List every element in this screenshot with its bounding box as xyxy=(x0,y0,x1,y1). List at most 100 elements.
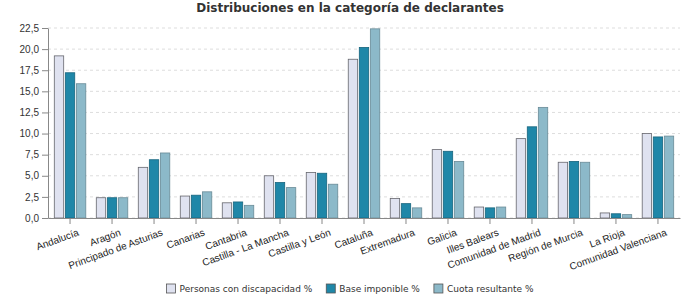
legend: Personas con discapacidad % Base imponibl… xyxy=(167,284,534,294)
bar xyxy=(118,198,127,218)
x-tick-mark xyxy=(447,218,448,224)
y-tick: 0,0 xyxy=(25,213,48,224)
y-tick-mark xyxy=(42,218,48,219)
y-tick-label: 12,5 xyxy=(20,107,40,118)
bar xyxy=(558,162,567,218)
y-tick-mark xyxy=(42,176,48,177)
bar xyxy=(233,202,242,218)
x-tick: Castilla y León xyxy=(267,218,332,259)
x-tick-label: Región de Murcia xyxy=(507,227,585,264)
x-tick-label: Castilla y León xyxy=(267,227,332,260)
y-tick-mark xyxy=(42,70,48,71)
x-tick-mark xyxy=(489,218,490,224)
x-tick-mark xyxy=(615,218,616,224)
plot: 0,02,55,07,510,012,515,017,520,022,5Anda… xyxy=(20,23,681,272)
chart: Distribuciones en la categoría de declar… xyxy=(0,0,700,300)
bar xyxy=(432,150,441,218)
bar xyxy=(107,198,116,218)
x-tick-mark xyxy=(154,218,155,224)
legend-item: Personas con discapacidad % xyxy=(167,284,313,294)
bar xyxy=(244,205,253,218)
legend-item: Cuota resultante % xyxy=(434,284,534,294)
x-tick-mark xyxy=(280,218,281,224)
y-tick-mark xyxy=(42,28,48,29)
x-tick: Andalucía xyxy=(35,218,81,252)
x-tick: Comunidad Valenciana xyxy=(568,218,669,272)
x-tick-label: Extremadura xyxy=(359,227,417,257)
bar xyxy=(264,176,273,218)
bar xyxy=(496,207,505,218)
x-tick: Principado de Asturias xyxy=(67,218,164,271)
y-tick-label: 2,5 xyxy=(25,192,39,203)
y-tick-label: 15,0 xyxy=(20,86,40,97)
bar xyxy=(180,196,189,218)
bar xyxy=(328,184,337,218)
y-tick-mark xyxy=(42,49,48,50)
bar xyxy=(359,47,368,218)
x-tick: Región de Murcia xyxy=(507,218,585,264)
bar xyxy=(538,107,547,218)
bar xyxy=(600,213,609,218)
bar xyxy=(569,161,578,218)
bar xyxy=(348,59,357,218)
y-tick: 20,0 xyxy=(20,44,48,55)
bar xyxy=(222,203,231,218)
y-tick: 12,5 xyxy=(20,107,48,118)
y-axis: 0,02,55,07,510,012,515,017,520,022,5 xyxy=(20,23,49,224)
x-tick-mark xyxy=(238,218,239,224)
legend-label: Base imponible % xyxy=(339,284,420,294)
x-tick: Comunidad de Madrid xyxy=(446,218,542,271)
x-tick-label: Canarias xyxy=(165,227,206,251)
x-tick-mark xyxy=(112,218,113,224)
y-tick-mark xyxy=(42,197,48,198)
bar xyxy=(76,84,85,218)
title: Distribuciones en la categoría de declar… xyxy=(196,1,504,15)
legend-label: Personas con discapacidad % xyxy=(180,284,313,294)
grid xyxy=(48,28,680,218)
x-tick-mark xyxy=(196,218,197,224)
x-tick-mark xyxy=(70,218,71,224)
x-tick-mark xyxy=(405,218,406,224)
bar xyxy=(485,208,494,218)
x-tick-mark xyxy=(531,218,532,224)
x-tick-mark xyxy=(657,218,658,224)
bar xyxy=(96,198,105,218)
bar xyxy=(202,192,211,218)
legend-swatch xyxy=(434,284,443,293)
x-tick: Extremadura xyxy=(359,218,417,257)
x-tick-mark xyxy=(322,218,323,224)
x-tick-mark xyxy=(364,218,365,224)
y-tick: 5,0 xyxy=(25,170,48,181)
y-tick-label: 22,5 xyxy=(20,23,40,34)
y-tick-label: 5,0 xyxy=(25,170,39,181)
legend-label: Cuota resultante % xyxy=(447,284,534,294)
bar xyxy=(611,214,620,218)
bar xyxy=(317,173,326,218)
x-tick: Canarias xyxy=(165,218,206,251)
y-tick-label: 0,0 xyxy=(25,213,39,224)
x-tick-mark xyxy=(573,218,574,224)
bar xyxy=(65,73,74,218)
y-tick: 7,5 xyxy=(25,149,48,160)
bar xyxy=(401,204,410,218)
x-tick-label: Principado de Asturias xyxy=(67,227,164,271)
y-tick: 2,5 xyxy=(25,192,48,203)
bar xyxy=(527,127,536,218)
bar xyxy=(454,161,463,218)
bar xyxy=(642,134,651,218)
legend-item: Base imponible % xyxy=(326,284,420,294)
bar xyxy=(412,208,421,218)
bars xyxy=(54,29,673,218)
y-tick-mark xyxy=(42,134,48,135)
bar xyxy=(306,172,315,218)
y-tick-mark xyxy=(42,112,48,113)
bar xyxy=(286,188,295,218)
x-tick: Castilla - La Mancha xyxy=(201,218,291,268)
y-tick: 17,5 xyxy=(20,65,48,76)
bar xyxy=(191,195,200,218)
bar xyxy=(474,207,483,218)
x-axis: AndalucíaAragónPrincipado de AsturiasCan… xyxy=(35,218,681,272)
y-tick-mark xyxy=(42,155,48,156)
grid-line xyxy=(48,28,680,29)
bar xyxy=(653,137,662,218)
